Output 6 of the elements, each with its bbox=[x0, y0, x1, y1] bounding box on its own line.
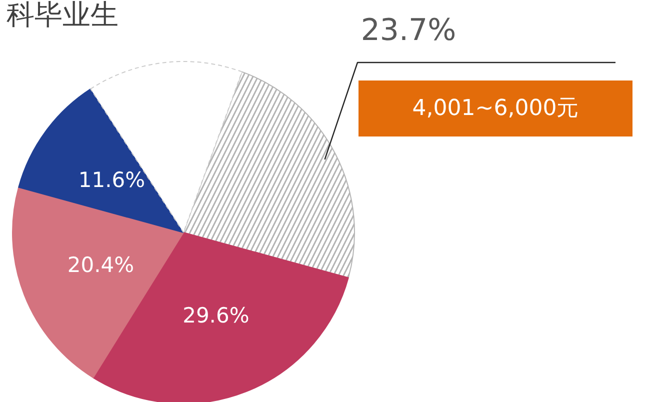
data-label: 29.6% bbox=[182, 303, 250, 328]
chart-title: 科毕业生 bbox=[6, 0, 118, 31]
data-label: 20.4% bbox=[67, 252, 134, 277]
data-label: 23.7% bbox=[360, 13, 456, 48]
data-label: 11.6% bbox=[78, 168, 146, 192]
slice-label: 4,001~6,000元 bbox=[412, 96, 579, 121]
